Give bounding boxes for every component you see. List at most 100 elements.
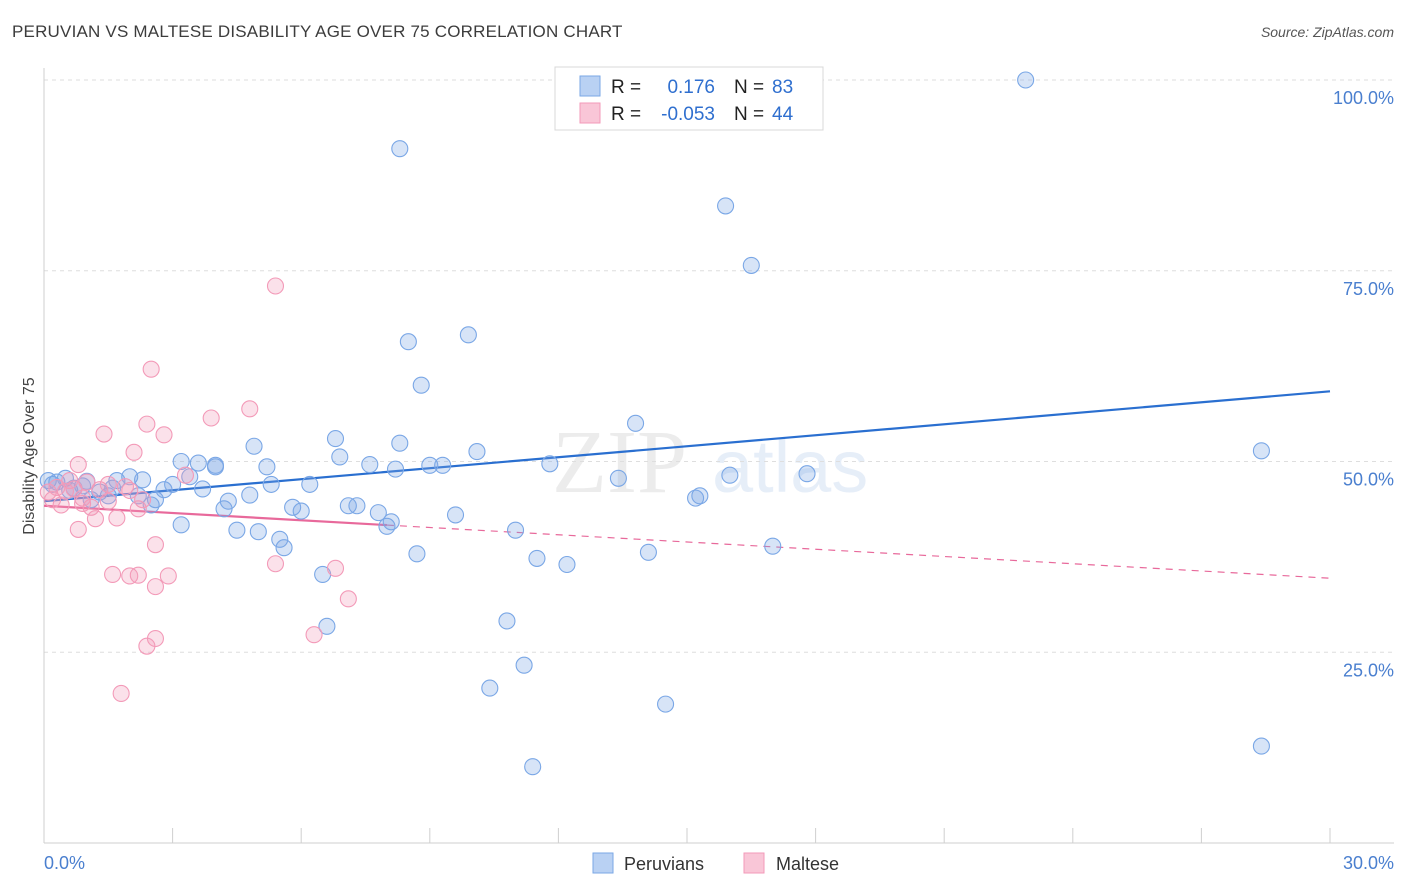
point-peruvians-18 [194,480,212,498]
point-peruvians-70 [742,256,760,274]
point-maltese-11 [82,498,100,516]
point-maltese-28 [146,578,165,596]
point-peruvians-44 [386,460,405,478]
chart-title: PERUVIAN VS MALTESE DISABILITY AGE OVER … [12,22,623,41]
y-tick-label-50: 50.0% [1343,470,1394,490]
legend-swatch-maltese [579,102,601,124]
point-peruvians-23 [228,521,246,539]
point-peruvians-82 [189,454,207,472]
legend-r-label-1: R = [611,77,641,98]
point-maltese-27 [142,360,160,378]
legend-swatch-peruvians [579,75,601,97]
point-maltese-33 [176,466,195,484]
point-maltese-20 [121,567,139,585]
point-peruvians-73 [1017,71,1035,89]
legend-r-label-2: R = [611,104,641,125]
point-maltese-42 [99,492,117,510]
legend-r-value-2: -0.053 [661,104,715,125]
stats-legend: R = 0.176 N = 83 R = -0.053 N = 44 [554,66,824,131]
y-tick-label-75: 75.0% [1343,279,1394,299]
x-tick-max: 30.0% [1343,853,1394,873]
point-maltese-9 [74,489,92,507]
point-maltese-16 [104,565,122,583]
point-maltese-34 [202,409,220,427]
point-maltese-40 [339,590,357,608]
legend-n-label-1: N = [734,77,764,98]
trend-line-maltese [43,504,387,527]
point-maltese-38 [305,626,323,644]
point-peruvians-61 [391,140,409,158]
point-peruvians-33 [301,475,319,493]
bottom-swatch-peruvians [592,852,614,874]
point-maltese-30 [146,536,165,554]
x-tick-min: 0.0% [44,853,85,873]
point-peruvians-10 [134,471,152,489]
point-peruvians-36 [331,448,349,466]
point-maltese-39 [326,559,345,577]
point-peruvians-27 [258,458,276,476]
point-peruvians-13 [155,481,173,499]
point-peruvians-46 [399,333,417,351]
legend-n-label-2: N = [734,104,764,125]
point-peruvians-9 [121,468,139,486]
point-maltese-3 [52,496,70,514]
point-peruvians-47 [408,545,426,563]
point-peruvians-72 [798,465,816,483]
point-peruvians-57 [515,656,533,674]
point-maltese-15 [99,475,117,493]
point-peruvians-75 [1252,737,1270,755]
point-peruvians-30 [275,539,293,557]
point-peruvians-60 [558,555,576,574]
trend-line-peruvians [43,390,1331,503]
point-maltese-36 [266,555,285,573]
point-peruvians-56 [506,521,525,539]
point-maltese-43 [121,481,139,500]
point-maltese-41 [74,494,92,513]
point-peruvians-38 [339,497,357,515]
point-maltese-10 [78,473,96,491]
point-maltese-21 [125,443,143,461]
point-peruvians-26 [249,523,267,541]
point-peruvians-22 [206,456,225,474]
bottom-label-maltese: Maltese [776,854,839,874]
point-peruvians-62 [524,758,542,776]
point-maltese-22 [129,500,147,518]
point-maltese-29 [146,629,165,648]
point-peruvians-35 [326,430,345,448]
point-peruvians-41 [369,504,387,522]
point-maltese-24 [134,491,152,509]
point-peruvians-21 [219,492,237,510]
point-maltese-31 [155,426,173,444]
point-peruvians-50 [434,456,452,474]
data-points [39,71,1270,776]
point-peruvians-63 [609,469,627,487]
point-maltese-7 [69,456,87,474]
point-peruvians-43 [382,513,400,531]
point-maltese-25 [138,415,156,433]
watermark: ZIP atlas [552,413,868,512]
point-maltese-13 [91,481,109,499]
point-peruvians-59 [541,455,559,473]
point-peruvians-15 [172,452,190,471]
point-peruvians-52 [459,326,477,344]
point-peruvians-51 [446,506,465,524]
point-peruvians-28 [262,475,280,493]
point-maltese-5 [61,472,79,490]
point-peruvians-25 [245,437,263,455]
legend-n-value-1: 83 [772,77,793,98]
point-peruvians-68 [717,197,735,215]
point-peruvians-49 [421,456,439,474]
source-credit: Source: ZipAtlas.com [1260,24,1394,40]
point-maltese-17 [108,509,126,527]
bottom-swatch-maltese [743,852,765,874]
point-peruvians-14 [164,475,182,493]
point-peruvians-65 [639,543,657,561]
point-maltese-37 [266,277,285,295]
watermark-zip: ZIP [552,413,687,512]
point-peruvians-32 [292,502,310,520]
y-axis-label: Disability Age Over 75 [21,377,38,535]
watermark-atlas: atlas [712,425,868,508]
point-maltese-18 [112,684,130,703]
point-peruvians-29 [271,530,289,548]
